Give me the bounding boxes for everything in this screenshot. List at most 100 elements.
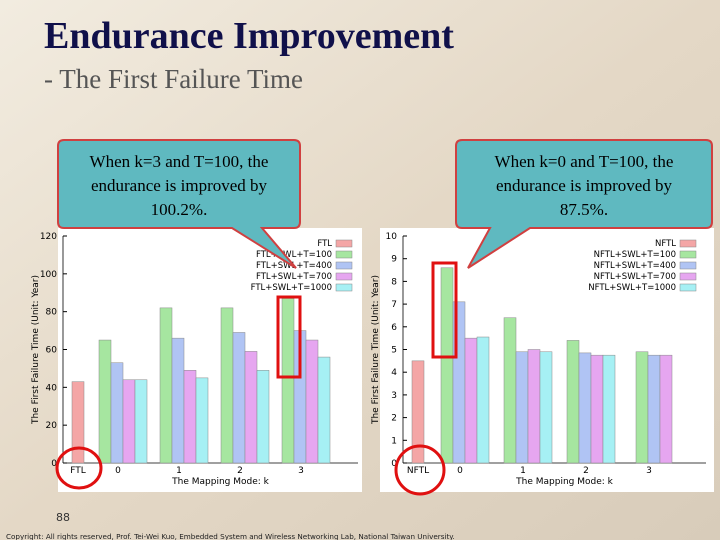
legend-label: FTL+SWL+T=1000 — [251, 283, 332, 293]
y-tick-label: 20 — [46, 421, 58, 431]
bar — [256, 370, 270, 464]
annotations — [55, 261, 458, 496]
legend-label: FTL — [317, 239, 332, 249]
legend-swatch — [335, 261, 353, 270]
bar — [566, 340, 580, 464]
y-tick-label: 0 — [391, 459, 397, 469]
y-tick-label: 8 — [391, 277, 397, 287]
legend-label: FTL+SWL+T=700 — [256, 272, 332, 282]
bar — [244, 351, 258, 464]
bar — [539, 351, 553, 464]
x-axis-label: The Mapping Mode: k — [515, 477, 613, 487]
legend-label: NFTL+SWL+T=400 — [594, 261, 676, 271]
x-tick-label: NFTL — [407, 466, 429, 476]
y-tick-label: 3 — [391, 391, 397, 401]
legend-swatch — [335, 250, 353, 259]
y-tick-label: 7 — [391, 300, 397, 310]
legend-label: NFTL+SWL+T=1000 — [588, 283, 676, 293]
bar — [440, 267, 454, 464]
highlight-box — [431, 261, 458, 359]
y-tick-label: 6 — [391, 323, 397, 333]
x-tick-label: 1 — [176, 466, 182, 476]
y-tick-label: 2 — [391, 414, 397, 424]
x-tick-label: 1 — [520, 466, 526, 476]
x-tick-label: 3 — [646, 466, 652, 476]
legend-swatch — [679, 250, 697, 259]
bar — [98, 339, 112, 464]
legend-swatch — [335, 283, 353, 292]
bar — [578, 352, 592, 464]
bar — [659, 354, 673, 464]
legend-label: NFTL+SWL+T=700 — [594, 272, 676, 282]
callout-box — [57, 139, 301, 269]
bar — [281, 298, 295, 464]
bar — [527, 349, 541, 464]
y-tick-label: 10 — [386, 232, 398, 242]
bar — [647, 354, 661, 464]
copyright: Copyright: All rights reserved, Prof. Te… — [6, 532, 455, 540]
bar — [110, 362, 124, 464]
page-number: 88 — [56, 511, 70, 524]
x-tick-label: 2 — [583, 466, 589, 476]
slide-title: Endurance Improvement — [44, 15, 454, 57]
legend-swatch — [679, 261, 697, 270]
bar — [159, 307, 173, 464]
y-tick-label: 120 — [40, 232, 57, 242]
y-axis-label: The First Failure Time (Unit: Year) — [371, 275, 381, 425]
legend-swatch — [679, 272, 697, 281]
highlight-circle — [394, 444, 446, 496]
bar — [476, 336, 490, 464]
bar — [305, 339, 319, 464]
y-tick-label: 0 — [51, 459, 57, 469]
callout-text: endurance is improved by — [496, 176, 673, 195]
bar — [183, 370, 197, 464]
highlight-box — [276, 295, 302, 379]
legend-label: FTL+SWL+T=100 — [256, 250, 332, 260]
bar — [317, 356, 331, 464]
callout-text: When k=0 and T=100, the — [495, 152, 674, 171]
bar — [220, 307, 234, 464]
callout — [455, 139, 713, 269]
y-tick-label: 60 — [46, 346, 58, 356]
y-tick-label: 9 — [391, 255, 397, 265]
x-tick-label: 2 — [237, 466, 243, 476]
bar — [635, 351, 649, 464]
highlight-circle — [55, 446, 103, 490]
callout-text: 100.2%. — [151, 200, 208, 219]
bar — [71, 381, 85, 464]
callout-text: When k=3 and T=100, the — [90, 152, 269, 171]
x-axis-label: The Mapping Mode: k — [171, 477, 269, 487]
y-axis-label: The First Failure Time (Unit: Year) — [31, 275, 41, 425]
x-tick-label: 3 — [298, 466, 304, 476]
x-tick-label: FTL — [70, 466, 86, 476]
y-tick-label: 40 — [46, 383, 58, 393]
legend-swatch — [335, 272, 353, 281]
legend-label: NFTL — [655, 239, 676, 249]
legend-label: NFTL+SWL+T=100 — [594, 250, 676, 260]
x-tick-label: 0 — [115, 466, 121, 476]
y-tick-label: 1 — [391, 436, 397, 446]
y-tick-label: 80 — [46, 308, 58, 318]
y-tick-label: 5 — [391, 346, 397, 356]
bar — [122, 379, 136, 464]
bar — [171, 337, 185, 464]
legend-swatch — [679, 283, 697, 292]
callout-text: 87.5%. — [560, 200, 608, 219]
bar — [503, 317, 517, 464]
callout — [57, 139, 301, 269]
callout-box — [455, 139, 713, 269]
bar — [195, 377, 209, 464]
bar — [602, 354, 616, 464]
y-tick-label: 100 — [40, 270, 57, 280]
x-tick-label: 0 — [457, 466, 463, 476]
bar — [232, 332, 246, 464]
bar — [515, 351, 529, 464]
legend-swatch — [679, 239, 697, 248]
callout-text: endurance is improved by — [91, 176, 268, 195]
y-tick-label: 4 — [391, 368, 397, 378]
legend-swatch — [335, 239, 353, 248]
slide-subtitle: - The First Failure Time — [44, 64, 303, 94]
